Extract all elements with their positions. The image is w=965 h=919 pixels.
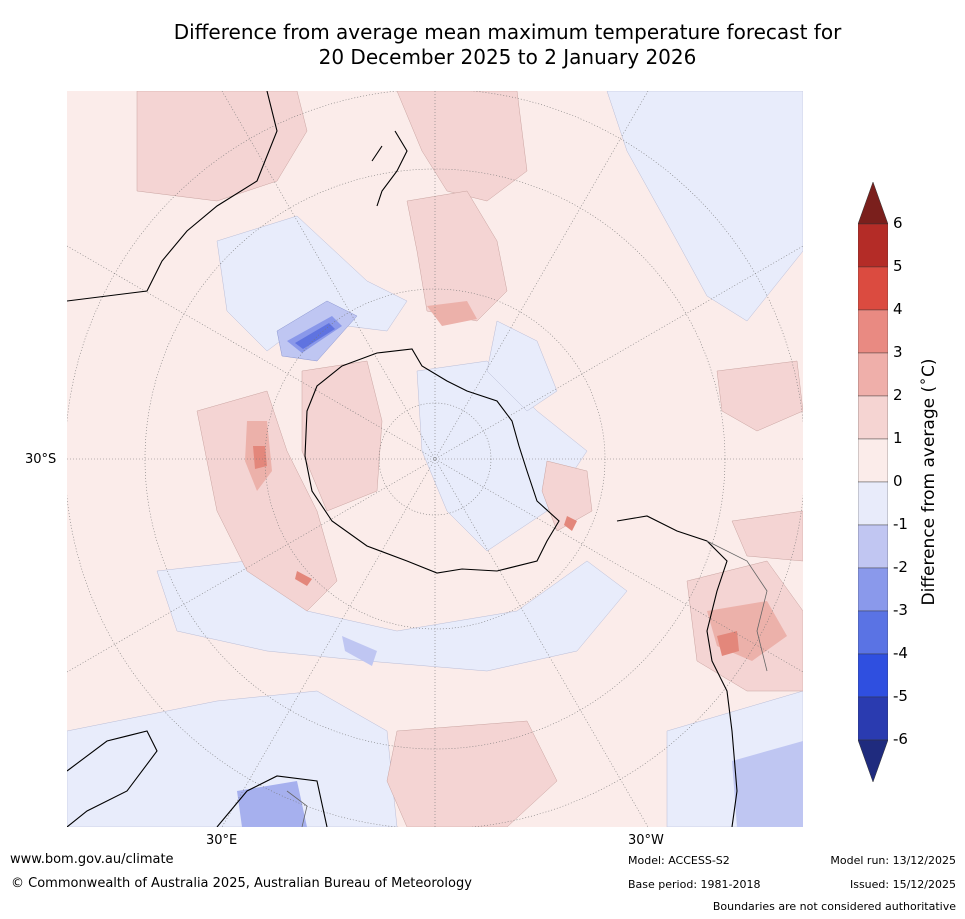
- africa-coast: [67, 730, 158, 827]
- colorbar-level: [858, 352, 888, 397]
- colorbar-level: [858, 266, 888, 311]
- longitude-tick-label-west: 30°W: [628, 833, 664, 848]
- colorbar-tick-label: 1: [893, 429, 903, 447]
- south-america-coast: [616, 515, 738, 827]
- borders: [286, 540, 768, 827]
- colorbar-tick-label: -4: [893, 644, 908, 662]
- colorbar-tick-label: 6: [893, 214, 903, 232]
- strong-warm-regions: [245, 301, 787, 661]
- colorbar-tick-label: 4: [893, 300, 903, 318]
- footer-model-run: Model run: 13/12/2025: [830, 854, 956, 867]
- australia-coast: [67, 91, 278, 302]
- colorbar-level: [858, 653, 888, 698]
- polar-temperature-map: [67, 91, 803, 827]
- longitude-tick-label-east: 30°E: [206, 833, 238, 848]
- colorbar-level: [858, 696, 888, 741]
- footer-issued: Issued: 15/12/2025: [849, 878, 956, 891]
- graticule: [67, 91, 803, 827]
- colorbar-tick-label: -3: [893, 601, 908, 619]
- colorbar-tick-label: 3: [893, 343, 903, 361]
- new-zealand-coast: [371, 130, 408, 207]
- colorbar-level: [858, 567, 888, 612]
- colorbar-tick-label: -6: [893, 730, 908, 748]
- colorbar-extend-max: [858, 182, 888, 225]
- colorbar-level: [858, 524, 888, 569]
- latitude-tick-label: 30°S: [25, 452, 57, 467]
- colorbar-label: Difference from average (∘C): [915, 358, 939, 606]
- colorbar-tick-label: -2: [893, 558, 908, 576]
- colorbar-tick-label: -5: [893, 687, 908, 705]
- footer-boundaries: Boundaries are not considered authoritat…: [712, 900, 956, 913]
- colorbar-level: [858, 438, 888, 483]
- colorbar-level: [858, 395, 888, 440]
- south-africa-coast: [216, 775, 328, 827]
- colorbar-extend-min: [858, 739, 888, 782]
- colorbar-level: [858, 223, 888, 268]
- colorbar-level: [858, 309, 888, 354]
- colorbar-tick-label: -1: [893, 515, 908, 533]
- map-title: Difference from average mean maximum tem…: [60, 20, 955, 70]
- coastlines: [67, 91, 738, 827]
- colorbar-tick-label: 2: [893, 386, 903, 404]
- footer-url: www.bom.gov.au/climate: [10, 852, 174, 867]
- colorbar-level: [858, 481, 888, 526]
- colorbar-tick-label: 0: [893, 472, 903, 490]
- colorbar-level: [858, 610, 888, 655]
- title-line-1: Difference from average mean maximum tem…: [173, 20, 842, 44]
- colorbar: [858, 182, 888, 782]
- footer-base-period: Base period: 1981-2018: [628, 878, 761, 891]
- antarctica-coast: [304, 348, 560, 574]
- title-line-2: 20 December 2025 to 2 January 2026: [318, 45, 697, 69]
- footer-copyright: © Commonwealth of Australia 2025, Austra…: [11, 876, 472, 891]
- footer-model: Model: ACCESS-S2: [628, 854, 730, 867]
- colorbar-tick-label: 5: [893, 257, 903, 275]
- cool-anomaly-regions: [67, 91, 803, 827]
